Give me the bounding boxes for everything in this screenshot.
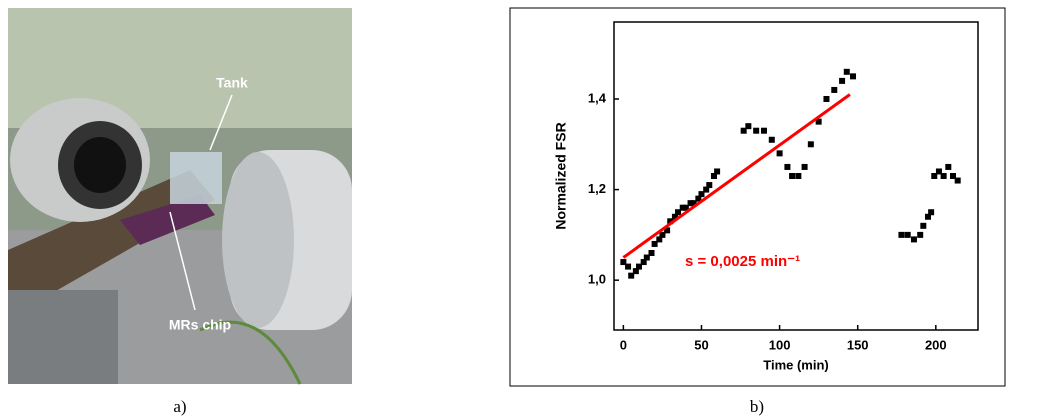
y-tick-label: 1,4 xyxy=(588,90,607,105)
data-point xyxy=(687,200,694,207)
data-point xyxy=(910,236,917,243)
data-point xyxy=(807,141,814,148)
data-point xyxy=(690,200,697,207)
caption: a) xyxy=(173,397,186,416)
data-point xyxy=(620,259,627,266)
data-point xyxy=(710,173,717,179)
data-point xyxy=(823,96,830,102)
data-point xyxy=(760,127,767,134)
data-point xyxy=(843,68,850,75)
data-point xyxy=(628,272,635,279)
chart-border xyxy=(509,7,1006,387)
data-point xyxy=(648,250,655,256)
photo-label: Tank xyxy=(216,75,248,91)
data-point xyxy=(664,227,671,234)
y-axis-label: Normalized FSR xyxy=(553,122,569,229)
data-point xyxy=(795,173,802,179)
data-point xyxy=(839,77,846,84)
data-point xyxy=(904,231,911,238)
data-point xyxy=(925,213,932,220)
data-point xyxy=(784,163,791,170)
data-point xyxy=(706,182,713,189)
y-tick-label: 1,0 xyxy=(588,272,606,287)
data-point xyxy=(632,268,639,275)
data-point xyxy=(703,186,710,193)
x-tick-label: 0 xyxy=(620,337,627,352)
data-point xyxy=(651,240,658,247)
annotation: s = 0,0025 min⁻¹ xyxy=(685,253,800,270)
x-tick-label: 50 xyxy=(694,337,708,352)
data-point xyxy=(768,136,775,143)
data-point xyxy=(776,150,783,157)
data-point xyxy=(815,118,822,125)
data-point xyxy=(679,204,686,211)
data-point xyxy=(659,231,666,238)
data-point xyxy=(789,173,796,179)
data-point xyxy=(950,173,957,179)
data-point xyxy=(656,236,663,243)
photo-label: MRs chip xyxy=(169,317,231,333)
data-point xyxy=(898,231,905,238)
x-tick-label: 100 xyxy=(769,337,791,352)
x-axis-label: Time (min) xyxy=(763,357,829,372)
data-point xyxy=(801,163,808,170)
data-point xyxy=(954,177,961,184)
data-point xyxy=(740,127,747,134)
data-point xyxy=(667,218,674,225)
data-point xyxy=(698,191,705,198)
data-point xyxy=(931,173,938,179)
caption: b) xyxy=(750,397,764,416)
data-point xyxy=(920,222,927,229)
data-point xyxy=(928,209,935,216)
fit-line xyxy=(622,93,851,259)
data-point xyxy=(831,86,838,93)
data-point xyxy=(935,168,942,175)
data-point xyxy=(643,254,650,261)
data-point xyxy=(682,204,689,211)
data-point xyxy=(940,173,947,179)
data-point xyxy=(675,209,682,216)
data-point xyxy=(745,123,752,130)
data-point xyxy=(753,127,760,134)
data-point xyxy=(917,231,924,238)
data-point xyxy=(640,259,647,266)
data-point xyxy=(695,195,702,202)
x-tick-label: 200 xyxy=(925,337,947,352)
data-point xyxy=(635,263,642,270)
x-tick-label: 150 xyxy=(847,337,869,352)
data-point xyxy=(850,73,857,80)
photo: Tank MRs chip xyxy=(8,8,352,385)
y-tick-label: 1,2 xyxy=(588,181,606,196)
plot-frame xyxy=(613,21,979,331)
data-point xyxy=(945,163,952,170)
data-point xyxy=(714,168,721,175)
data-point xyxy=(625,263,632,270)
data-point xyxy=(671,213,678,220)
